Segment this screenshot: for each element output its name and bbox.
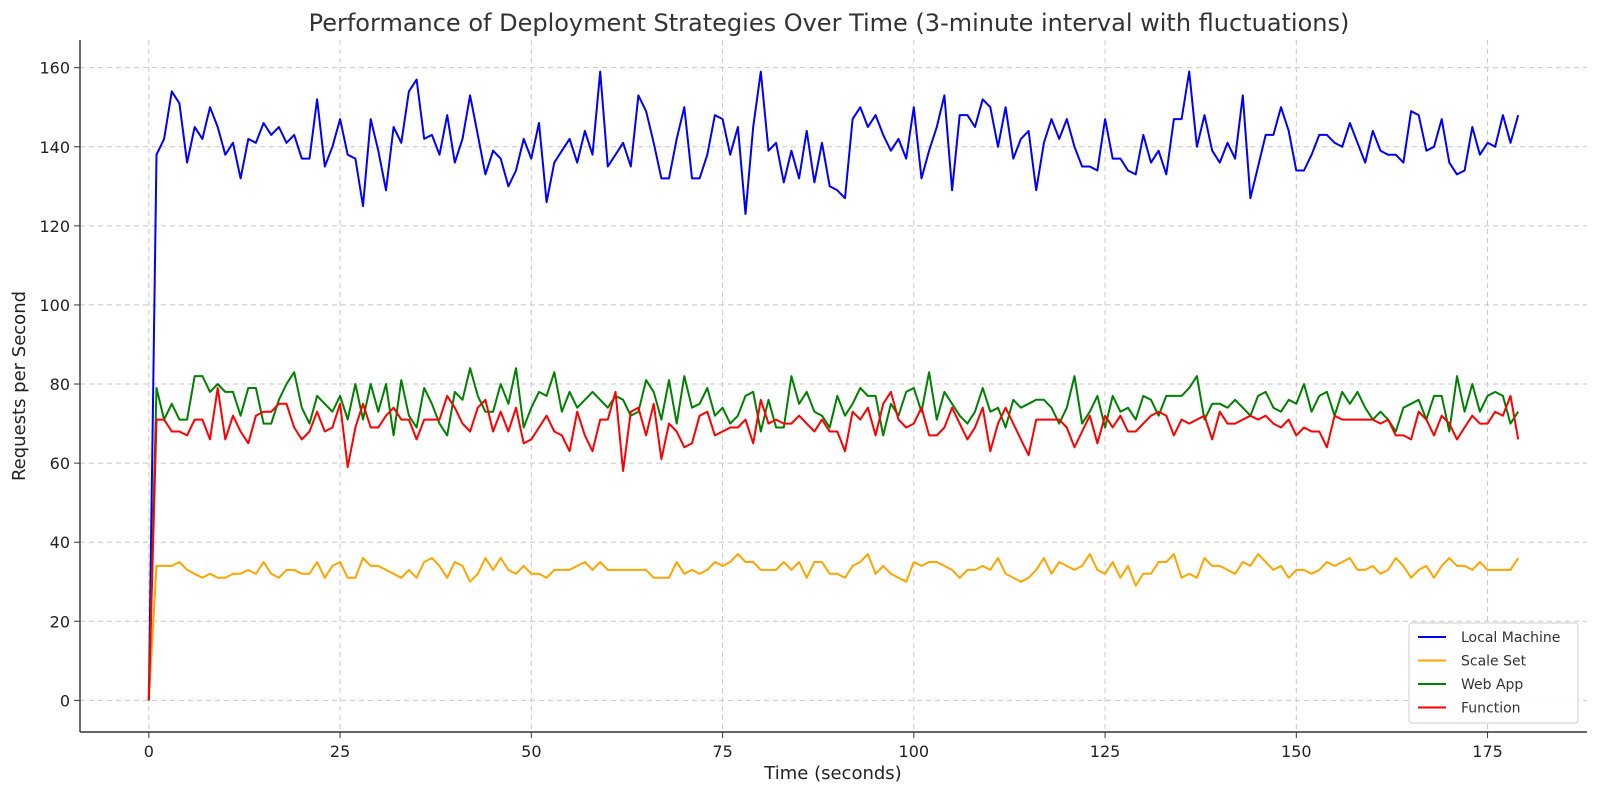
x-tick-label: 175 [1472, 742, 1503, 761]
grid-lines [80, 40, 1587, 732]
x-tick-label: 25 [330, 742, 350, 761]
legend-label-local-machine: Local Machine [1461, 630, 1560, 646]
legend: Local Machine Scale Set Web App Function [1408, 622, 1579, 724]
x-tick-label: 75 [712, 742, 732, 761]
y-tick-label: 80 [50, 375, 70, 394]
series-line-web-app [147, 367, 1520, 701]
y-tick-label: 0 [60, 691, 70, 710]
series-line-scale-set [147, 553, 1520, 701]
y-tick-label: 60 [50, 454, 70, 473]
series-lines [147, 70, 1520, 701]
x-tick-label: 0 [144, 742, 154, 761]
axes [79, 40, 1587, 733]
series-line-function [147, 387, 1520, 701]
y-tick-label: 20 [50, 612, 70, 631]
x-ticks: 0 25 50 75 100 125 150 175 [144, 732, 1503, 761]
y-axis-label: Requests per Second [9, 291, 30, 481]
x-tick-label: 100 [899, 742, 930, 761]
x-tick-label: 50 [521, 742, 541, 761]
series-line-local-machine [147, 70, 1520, 701]
legend-box [1408, 622, 1579, 724]
y-tick-label: 40 [50, 533, 70, 552]
legend-label-web-app: Web App [1461, 677, 1523, 693]
legend-label-scale-set: Scale Set [1461, 654, 1527, 670]
x-axis-label: Time (seconds) [763, 763, 901, 784]
y-ticks: 0 20 40 60 80 100 120 140 160 [39, 59, 80, 710]
y-tick-label: 160 [39, 59, 70, 78]
chart-title: Performance of Deployment Strategies Ove… [309, 9, 1350, 37]
x-tick-label: 150 [1281, 742, 1312, 761]
y-tick-label: 120 [39, 217, 70, 236]
y-tick-label: 140 [39, 138, 70, 157]
y-tick-label: 100 [39, 296, 70, 315]
x-tick-label: 125 [1090, 742, 1121, 761]
legend-label-function: Function [1461, 701, 1521, 717]
